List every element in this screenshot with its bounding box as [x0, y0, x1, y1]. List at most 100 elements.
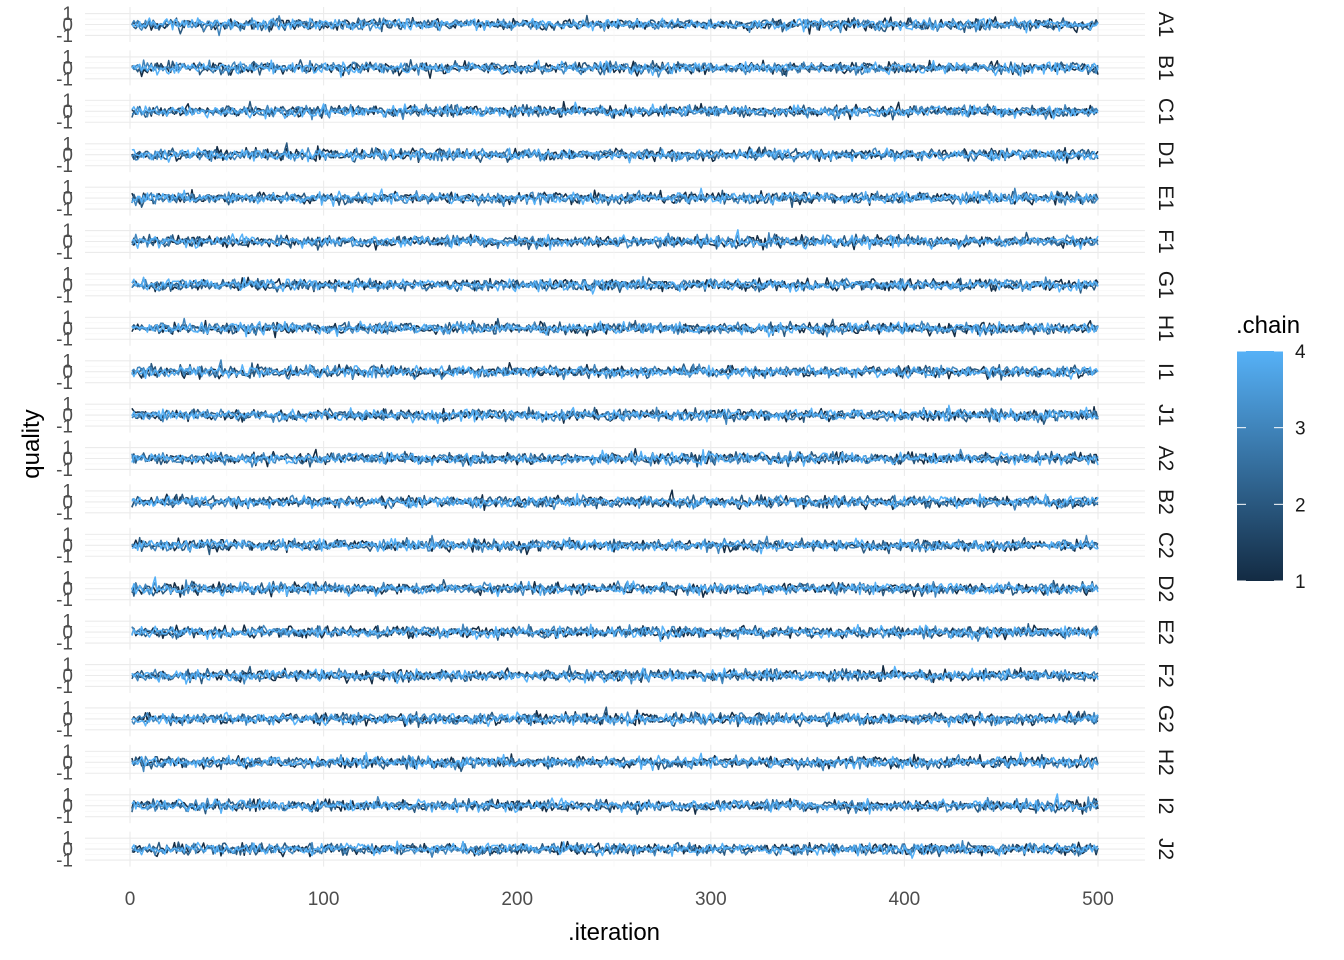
trace-E2-chain-4	[131, 623, 1099, 643]
x-tick-label: 500	[1082, 889, 1114, 910]
y-tick-label: -1	[56, 503, 73, 524]
y-tick-label: 1	[62, 264, 73, 285]
y-tick-label: -1	[56, 590, 73, 611]
trace-A1-chain-4	[131, 16, 1099, 34]
trace-G2-chain-4	[131, 711, 1099, 728]
y-tick-label: -1	[56, 373, 73, 394]
trace-C1-chain-4	[131, 101, 1099, 120]
trace-J1-chain-4	[131, 404, 1099, 425]
facet-strip-label: B2	[1154, 489, 1177, 515]
trace-B2-chain-3	[131, 494, 1099, 511]
panel-C2: -101 C2	[56, 525, 1177, 568]
facet-strip-label: H2	[1154, 749, 1177, 776]
y-tick-label: 0	[62, 15, 73, 36]
y-tick-label: 1	[62, 438, 73, 459]
y-tick-label: 1	[62, 698, 73, 719]
y-tick-label: 0	[62, 840, 73, 861]
facet-strip-label: I1	[1154, 363, 1177, 381]
y-tick-label: 0	[62, 275, 73, 296]
y-tick-label: 1	[62, 351, 73, 372]
y-tick-label: 0	[62, 449, 73, 470]
panel-A1: -101 A1	[56, 4, 1177, 47]
y-tick-label: 1	[62, 785, 73, 806]
panel-traces	[131, 840, 1099, 859]
y-tick-label: -1	[56, 286, 73, 307]
panel-traces	[131, 317, 1099, 339]
x-tick-label: 300	[695, 889, 727, 910]
panel-A2: -101 A2	[56, 438, 1177, 481]
legend-colorbar	[1237, 351, 1283, 581]
y-tick-label: 0	[62, 58, 73, 79]
legend-ticks: 1 2 3 4	[1237, 342, 1306, 593]
panel-D2: -101 D2	[56, 568, 1177, 611]
trace-E1-chain-4	[131, 187, 1099, 207]
panel-G1: -101 G1	[56, 264, 1177, 307]
y-tick-label: -1	[56, 200, 73, 221]
x-tick-label: 0	[125, 889, 136, 910]
y-tick-label: 1	[62, 655, 73, 676]
y-tick-label: 0	[62, 492, 73, 513]
facet-strip-label: F1	[1154, 229, 1177, 254]
panel-traces	[131, 793, 1099, 815]
y-tick-label: 1	[62, 742, 73, 763]
y-tick-label: -1	[56, 113, 73, 134]
y-tick-label: 0	[62, 753, 73, 774]
x-axis-title: .iteration	[568, 919, 660, 946]
panel-traces	[131, 142, 1099, 164]
y-axis-title: quality	[18, 409, 45, 478]
facet-strip-label: F2	[1154, 663, 1177, 688]
facet-strip-label: I2	[1154, 797, 1177, 815]
facet-strip-label: D2	[1154, 575, 1177, 602]
trace-I1-chain-4	[131, 363, 1099, 380]
facet-strip-label: C2	[1154, 532, 1177, 559]
trace-G1-chain-3	[131, 275, 1099, 293]
panel-traces	[131, 14, 1099, 37]
y-tick-label: -1	[56, 417, 73, 438]
y-tick-label: 1	[62, 612, 73, 633]
facet-strip-label: J2	[1154, 838, 1177, 860]
trace-F2-chain-4	[131, 665, 1099, 685]
facet-strip-label: H1	[1154, 315, 1177, 342]
trace-J2-chain-4	[131, 840, 1099, 859]
y-tick-label: 0	[62, 362, 73, 383]
y-tick-label: 0	[62, 102, 73, 123]
trace-I2-chain-4	[131, 793, 1099, 815]
y-tick-label: -1	[56, 243, 73, 264]
trace-G1-chain-2	[131, 277, 1099, 294]
trace-D2-chain-4	[131, 576, 1099, 598]
panel-D1: -101 D1	[56, 134, 1177, 177]
y-tick-label: 0	[62, 232, 73, 253]
y-tick-label: -1	[56, 764, 73, 785]
panel-I2: -101 I2	[56, 785, 1177, 828]
legend-break-label: 2	[1295, 495, 1306, 516]
facet-strip-label: E2	[1154, 619, 1177, 645]
panel-traces	[131, 187, 1099, 209]
y-tick-label: 1	[62, 47, 73, 68]
panel-B1: -101 B1	[56, 47, 1177, 90]
y-tick-label: -1	[56, 460, 73, 481]
y-tick-label: 1	[62, 308, 73, 329]
y-tick-label: -1	[56, 851, 73, 872]
y-tick-label: 1	[62, 395, 73, 416]
x-tick-label: 400	[889, 889, 921, 910]
panel-F1: -101 F1	[56, 221, 1177, 264]
y-tick-label: 0	[62, 666, 73, 687]
legend-break-label: 1	[1295, 572, 1306, 593]
panel-traces	[131, 706, 1099, 728]
facet-strip-label: B1	[1154, 55, 1177, 81]
x-axis: 0 100 200 300 400 500	[125, 889, 1114, 910]
trace-B1-chain-4	[131, 59, 1099, 78]
panel-E1: -101 E1	[56, 178, 1177, 221]
y-tick-label: 0	[62, 579, 73, 600]
trace-B2-chain-4	[131, 492, 1099, 510]
trace-F1-chain-4	[131, 229, 1099, 251]
panel-J2: -101 J2	[56, 829, 1177, 872]
panel-E2: -101 E2	[56, 612, 1177, 655]
facet-strip-label: G2	[1154, 705, 1177, 733]
panel-J1: -101 J1	[56, 395, 1177, 438]
y-tick-label: 0	[62, 536, 73, 557]
panel-traces	[131, 359, 1099, 381]
trace-E1-chain-3	[131, 187, 1099, 208]
y-tick-label: 0	[62, 145, 73, 166]
y-tick-label: 0	[62, 319, 73, 340]
